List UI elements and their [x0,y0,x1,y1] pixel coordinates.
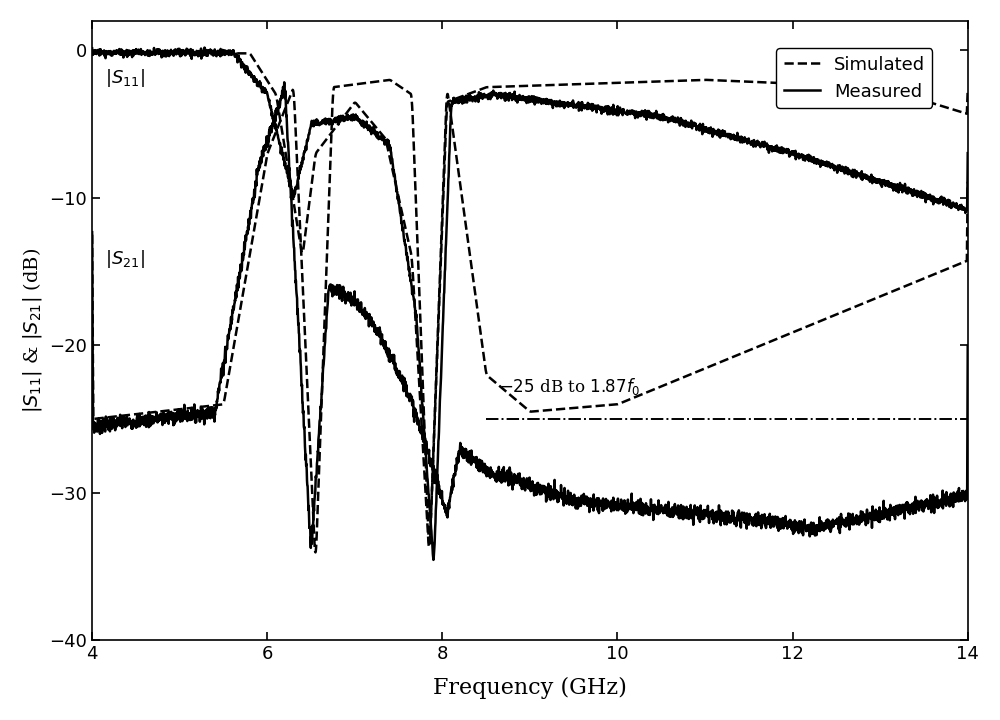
Y-axis label: $|S_{11}|$ & $|S_{21}|$ (dB): $|S_{11}|$ & $|S_{21}|$ (dB) [21,248,44,413]
Legend: Simulated, Measured: Simulated, Measured [776,48,932,108]
Text: $|S_{11}|$: $|S_{11}|$ [105,67,145,89]
Text: $|S_{21}|$: $|S_{21}|$ [105,248,145,270]
Text: $-25$ dB to $1.87f_0$: $-25$ dB to $1.87f_0$ [499,376,641,397]
X-axis label: Frequency (GHz): Frequency (GHz) [433,677,627,699]
